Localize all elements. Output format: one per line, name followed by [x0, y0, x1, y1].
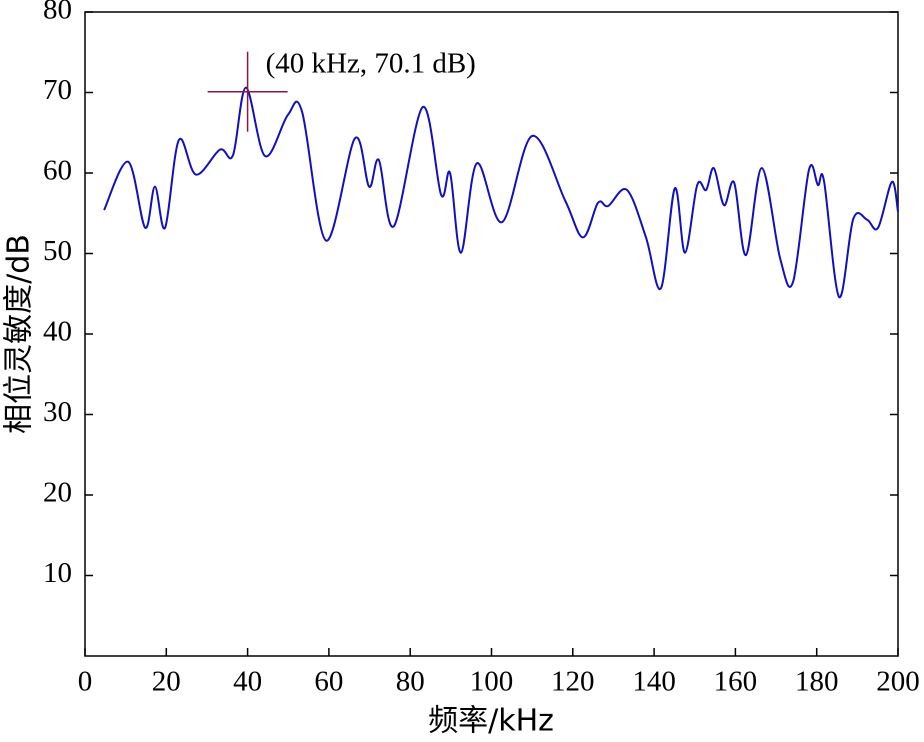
annotation-text: (40 kHz, 70.1 dB) [266, 47, 476, 79]
x-tick-label: 100 [470, 666, 514, 698]
y-tick-label: 20 [43, 477, 72, 509]
x-tick-label: 0 [78, 666, 93, 698]
x-tick-label: 40 [233, 666, 262, 698]
x-axis-title: 频率/kHz [428, 704, 554, 739]
y-axis-title: 相位灵敏度/dB [2, 234, 37, 434]
y-tick-label: 30 [43, 396, 72, 428]
x-tick-label: 140 [632, 666, 676, 698]
data-line [103, 86, 899, 298]
plot-frame [84, 11, 899, 657]
y-tick-label: 70 [43, 74, 72, 106]
y-tick-label: 60 [43, 155, 72, 187]
x-tick-label: 80 [396, 666, 425, 698]
y-tick-label: 50 [43, 235, 72, 267]
y-tick-label: 40 [43, 316, 72, 348]
x-tick-label: 160 [714, 666, 758, 698]
x-tick-label: 120 [551, 666, 595, 698]
y-tick-label: 10 [43, 557, 72, 589]
x-tick-label: 200 [876, 666, 920, 698]
x-tick-label: 20 [152, 666, 181, 698]
x-tick-label: 60 [314, 666, 343, 698]
y-tick-label: 80 [43, 0, 72, 26]
x-tick-label: 180 [795, 666, 839, 698]
